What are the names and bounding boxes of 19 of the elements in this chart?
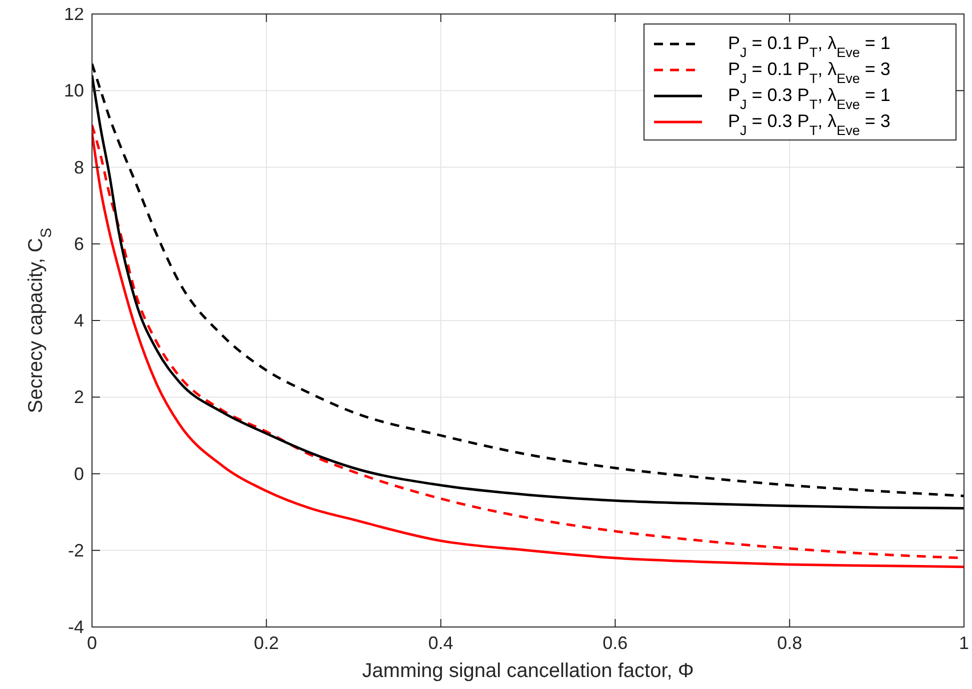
legend-label: P$_{J}$ = 0.1 P$_{T}$, λ$_{Eve}$ = 1 — [728, 33, 890, 60]
y-tick-label: 10 — [64, 80, 84, 101]
y-tick-label: 0 — [74, 464, 84, 484]
y-tick-label: -2 — [68, 540, 84, 560]
x-tick-label: 0.2 — [254, 633, 279, 653]
x-tick-label: 1 — [958, 633, 970, 653]
y-tick-label: 4 — [74, 310, 84, 330]
x-axis-title: Jamming signal cancellation factor, Φ — [362, 660, 694, 682]
x-tick-label: 0 — [86, 633, 98, 653]
legend-label: P$_{J}$ = 0.1 P$_{T}$, λ$_{Eve}$ = 3 — [728, 59, 890, 86]
legend-label: P$_{J}$ = 0.3 P$_{T}$, λ$_{Eve}$ = 3 — [728, 111, 890, 138]
y-tick-label: -4 — [68, 617, 84, 637]
y-tick-label: 2 — [74, 387, 84, 408]
x-tick-label: 0.6 — [602, 633, 628, 653]
y-tick-label: 6 — [74, 234, 84, 254]
y-tick-label: 8 — [74, 157, 84, 178]
x-tick-label: 0.8 — [777, 633, 802, 653]
x-tick-label: 0.4 — [428, 633, 454, 653]
legend-label: P$_{J}$ = 0.3 P$_{T}$, λ$_{Eve}$ = 1 — [728, 85, 890, 112]
